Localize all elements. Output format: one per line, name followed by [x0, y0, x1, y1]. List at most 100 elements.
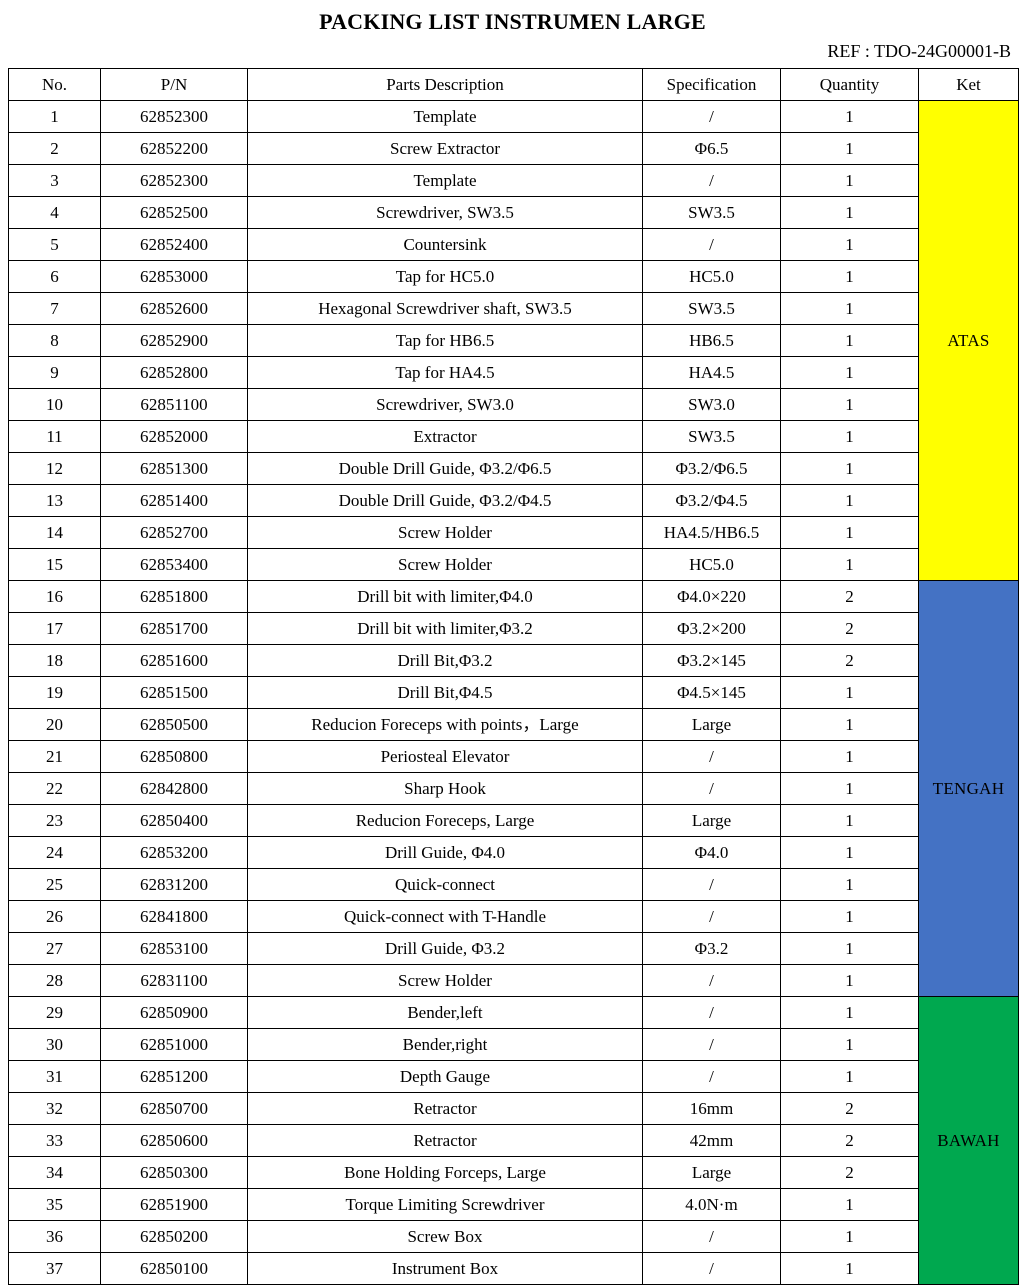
row-cell-no: 34 — [8, 1156, 101, 1189]
page-title: PACKING LIST INSTRUMEN LARGE — [319, 9, 706, 34]
row-cell-quantity: 1 — [780, 100, 919, 133]
row-cell-specification: Φ3.2×145 — [642, 644, 781, 677]
row-cell-description: Sharp Hook — [247, 772, 643, 805]
row-cell-no: 28 — [8, 964, 101, 997]
packing-list-page: PACKING LIST INSTRUMEN LARGE REF : TDO-2… — [8, 9, 1019, 1285]
row-cell-quantity: 2 — [780, 1092, 919, 1125]
table-row: 29 62850900 Bender,left/1 BAWAH — [8, 996, 1019, 1285]
row-cell-specification: SW3.5 — [642, 292, 781, 325]
row-cell-quantity: 1 — [780, 836, 919, 869]
row-cell-no: 17 — [8, 612, 101, 645]
row-cell-specification: / — [642, 964, 781, 997]
row-cell-description: Periosteal Elevator — [247, 740, 643, 773]
row-cell-quantity: 1 — [780, 164, 919, 197]
row-cell-no: 20 — [8, 708, 101, 741]
row-cell-specification: / — [642, 1252, 781, 1285]
row-cell-description: Screw Extractor — [247, 132, 643, 165]
row-cell-description: Screw Holder — [247, 964, 643, 997]
row-cell-quantity: 1 — [780, 420, 919, 453]
row-cell-pn: 62851200 — [100, 1060, 248, 1093]
row-cell-no: 37 — [8, 1252, 101, 1285]
row-cell-specification: / — [642, 1028, 781, 1061]
row-cell-pn: 62831200 — [100, 868, 248, 901]
row-cell-description: Quick-connect — [247, 868, 643, 901]
row-cell-no: 16 — [8, 580, 101, 613]
table-row: 23 62850400 Reducion Foreceps, Large Large 1 — [8, 804, 1019, 837]
row-cell-pn: 62851500 — [100, 676, 248, 709]
row-cell-no: 5 — [8, 228, 101, 261]
row-cell-no: 6 — [8, 260, 101, 293]
row-cell-quantity: 1 — [780, 1028, 919, 1061]
row-cell-no: 10 — [8, 388, 101, 421]
row-cell-no: 22 — [8, 772, 101, 805]
row-cell-specification: / — [642, 868, 781, 901]
row-cell-specification: Φ3.2×200 — [642, 612, 781, 645]
table-row: 11 62852000 Extractor SW3.5 1 — [8, 420, 1019, 453]
row-cell-description: Reducion Foreceps with points，Large — [247, 708, 643, 741]
table-row: 18 62851600 Drill Bit,Φ3.2 Φ3.2×145 2 — [8, 644, 1019, 677]
row-cell-specification: / — [642, 1060, 781, 1093]
row-cell-quantity: 1 — [780, 676, 919, 709]
row-cell-pn: 62853000 — [100, 260, 248, 293]
row-cell-description: Hexagonal Screwdriver shaft, SW3.5 — [247, 292, 643, 325]
row-cell-quantity: 1 — [780, 516, 919, 549]
row-cell-no: 33 — [8, 1124, 101, 1157]
row-cell-pn: 62853100 — [100, 932, 248, 965]
row-cell-specification: / — [642, 996, 781, 1029]
row-cell-description: Bone Holding Forceps, Large — [247, 1156, 643, 1189]
row-cell-description: Instrument Box — [247, 1252, 643, 1285]
table-row: 6 62853000 Tap for HC5.0 HC5.0 1 — [8, 260, 1019, 293]
row-cell-quantity: 1 — [780, 740, 919, 773]
table-row: 14 62852700 Screw Holder HA4.5/HB6.5 1 — [8, 516, 1019, 549]
row-cell-no: 25 — [8, 868, 101, 901]
row-cell-pn: 62852500 — [100, 196, 248, 229]
table-row: 28 62831100 Screw Holder/1 — [8, 964, 1019, 997]
row-cell-pn: 62852300 — [100, 100, 248, 133]
row-cell-quantity: 1 — [780, 1252, 919, 1285]
table-row: 33 62850600 Retractor 42mm 2 — [8, 1124, 1019, 1157]
row-cell-pn: 62851900 — [100, 1188, 248, 1221]
row-cell-no: 3 — [8, 164, 101, 197]
row-cell-pn: 62841800 — [100, 900, 248, 933]
row-cell-specification: / — [642, 900, 781, 933]
row-cell-pn: 62851600 — [100, 644, 248, 677]
row-cell-description: Screwdriver, SW3.5 — [247, 196, 643, 229]
table-row: 3 62852300 Template/1 — [8, 164, 1019, 197]
row-cell-quantity: 1 — [780, 132, 919, 165]
row-cell-pn: 62853400 — [100, 548, 248, 581]
table-row: 36 62850200 Screw Box/1 — [8, 1220, 1019, 1253]
row-cell-pn: 62852400 — [100, 228, 248, 261]
row-cell-quantity: 2 — [780, 580, 919, 613]
row-cell-description: Double Drill Guide, Φ3.2/Φ6.5 — [247, 452, 643, 485]
row-cell-quantity: 1 — [780, 356, 919, 389]
table-row: 7 62852600 Hexagonal Screwdriver shaft, SW… — [8, 292, 1019, 325]
row-cell-pn: 62850700 — [100, 1092, 248, 1125]
row-cell-quantity: 1 — [780, 900, 919, 933]
row-cell-pn: 62850300 — [100, 1156, 248, 1189]
table-row: 35 62851900 Torque Limiting Screwdriver 4.0… — [8, 1188, 1019, 1221]
row-cell-specification: HB6.5 — [642, 324, 781, 357]
table-row: 20 62850500 Reducion Foreceps with points，… — [8, 708, 1019, 741]
table-row: 26 62841800 Quick-connect with T-Handle/1 — [8, 900, 1019, 933]
row-cell-quantity: 2 — [780, 1124, 919, 1157]
row-cell-pn: 62853200 — [100, 836, 248, 869]
row-cell-specification: SW3.5 — [642, 196, 781, 229]
row-cell-specification: Φ6.5 — [642, 132, 781, 165]
row-cell-no: 29 — [8, 996, 101, 1029]
row-cell-pn: 62850900 — [100, 996, 248, 1029]
row-cell-quantity: 1 — [780, 548, 919, 581]
row-cell-pn: 62851300 — [100, 452, 248, 485]
table-row: 32 62850700 Retractor 16mm 2 — [8, 1092, 1019, 1125]
row-cell-pn: 62851000 — [100, 1028, 248, 1061]
row-cell-pn: 62852700 — [100, 516, 248, 549]
row-cell-pn: 62851400 — [100, 484, 248, 517]
row-cell-specification: / — [642, 1220, 781, 1253]
row-cell-specification: Large — [642, 1156, 781, 1189]
row-cell-no: 32 — [8, 1092, 101, 1125]
row-cell-description: Screw Holder — [247, 516, 643, 549]
row-cell-pn: 62831100 — [100, 964, 248, 997]
column-header-no: No. — [8, 68, 101, 101]
table-row: 1 62852300 Template/1 ATAS — [8, 100, 1019, 581]
row-cell-description: Drill bit with limiter,Φ4.0 — [247, 580, 643, 613]
row-cell-description: Drill Bit,Φ4.5 — [247, 676, 643, 709]
